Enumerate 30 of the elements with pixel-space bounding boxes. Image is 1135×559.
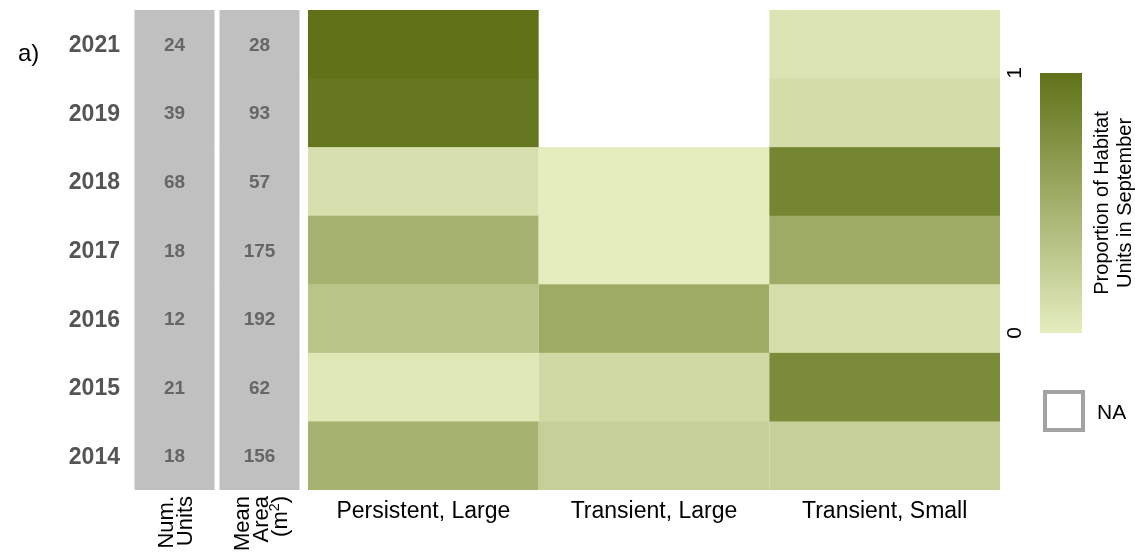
data-label: 18: [163, 239, 186, 261]
y-tick-label: 2019: [68, 99, 120, 126]
x-tick-label: Persistent, Large: [336, 497, 511, 523]
x-tick-label: Transient, Large: [570, 497, 738, 523]
data-label: 57: [248, 170, 271, 192]
color-bar-label: 0: [1001, 327, 1025, 339]
y-tick-label: 2021: [68, 31, 121, 58]
data-label: 12: [163, 308, 186, 330]
text: NA: [1097, 399, 1127, 423]
text: a): [18, 38, 40, 66]
data-label: 192: [243, 308, 276, 330]
data-label: 21: [163, 376, 186, 398]
data-label: 62: [248, 376, 271, 398]
data-label: 28: [248, 33, 271, 55]
y-tick-label: 2014: [68, 442, 121, 469]
data-label: 175: [243, 239, 276, 261]
data-label: 93: [248, 102, 271, 124]
color-bar-label: 1: [1001, 67, 1025, 79]
data-label: 39: [163, 102, 186, 124]
data-label: 18: [163, 445, 186, 467]
x-tick-label: Num. Units: [153, 496, 197, 549]
data-label: 24: [163, 33, 186, 55]
y-tick-label: 2015: [68, 374, 121, 401]
data-label: 156: [243, 445, 276, 467]
color-bar-title: Proportion of Habitat Units in September: [1090, 110, 1135, 295]
x-tick-label: Transient, Small: [802, 497, 968, 523]
y-tick-label: 2018: [68, 168, 121, 195]
data-label: 68: [163, 170, 186, 192]
y-tick-label: 2016: [68, 305, 120, 332]
y-tick-label: 2017: [68, 237, 120, 263]
